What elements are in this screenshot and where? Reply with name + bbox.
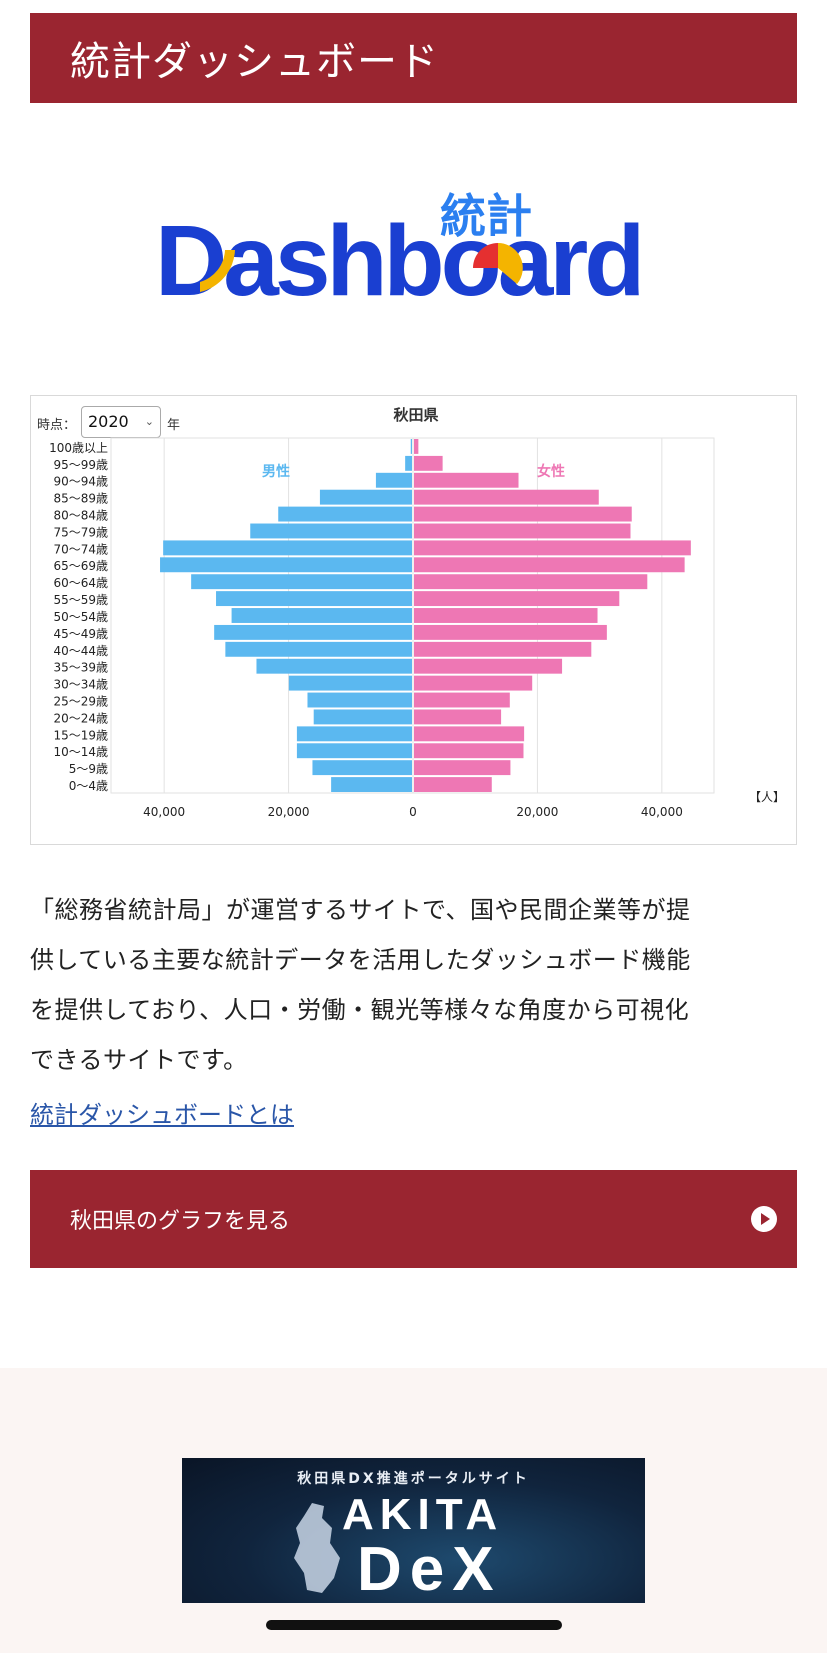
age-label: 90〜94歳 [53, 475, 108, 489]
description-line: 「総務省統計局」が運営するサイトで、国や民間企業等が提 [30, 896, 691, 924]
bar-female [414, 523, 631, 539]
chart-title: 秋田県 [393, 406, 438, 424]
banner-subtitle: 秋田県DX推進ポータルサイト [297, 1471, 530, 1487]
age-label: 25〜29歳 [53, 694, 108, 708]
age-label: 15〜19歳 [53, 728, 108, 742]
bar-male [160, 557, 412, 573]
bar-male [312, 760, 412, 776]
bar-female [414, 574, 648, 590]
bar-female [414, 472, 519, 488]
bar-male [278, 506, 412, 522]
age-label: 35〜39歳 [53, 661, 108, 675]
age-label: 30〜34歳 [53, 678, 108, 692]
population-chart: 時点： 2020 ⌄ 年 秋田県男性 女性 100歳以上 95〜99歳 90〜94歳 85… [30, 395, 797, 845]
bar-male [296, 743, 412, 759]
bar-female [414, 455, 443, 471]
bar-female [414, 439, 419, 454]
bar-male [250, 523, 412, 539]
bar-male [410, 439, 412, 454]
bar-female [414, 489, 599, 505]
x-tick-label: 20,000 [516, 805, 558, 819]
legend-female: 女性 [537, 463, 565, 480]
bar-female [414, 540, 691, 556]
unit-label: 【人】 [749, 790, 785, 804]
age-label: 0〜4歳 [69, 779, 108, 793]
age-label: 95〜99歳 [53, 458, 108, 472]
description: 「総務省統計局」が運営するサイトで、国や民間企業等が提 供している主要な統計デー… [30, 885, 797, 1085]
bar-male [214, 624, 412, 640]
view-graph-button[interactable]: 秋田県のグラフを見る [30, 1170, 797, 1268]
x-tick-label: 20,000 [268, 805, 310, 819]
home-indicator [266, 1620, 562, 1630]
bar-male [216, 591, 412, 607]
bar-male [313, 709, 412, 725]
bar-female [414, 760, 511, 776]
bar-female [414, 557, 685, 573]
age-label: 100歳以上 [49, 441, 108, 455]
description-line: できるサイトです。 [30, 1046, 248, 1074]
legend-male: 男性 [262, 463, 290, 480]
view-graph-label: 秋田県のグラフを見る [70, 1209, 291, 1234]
description-line: 供している主要な統計データを活用したダッシュボード機能 [30, 946, 691, 974]
year-unit: 年 [167, 418, 181, 433]
bar-male [191, 574, 412, 590]
logo-word: Dashboard [155, 205, 641, 317]
bar-female [414, 641, 592, 657]
age-label: 45〜49歳 [53, 627, 108, 641]
akita-map-icon [294, 1503, 340, 1593]
age-label: 80〜84歳 [53, 509, 108, 523]
bar-male [296, 726, 412, 742]
dashboard-logo: Dashboard 統計 [155, 189, 645, 317]
bar-female [414, 675, 533, 691]
x-tick-label: 40,000 [641, 805, 683, 819]
bar-male [231, 608, 412, 623]
banner-dx: DeX [357, 1535, 502, 1603]
bar-female [414, 624, 607, 640]
age-label: 70〜74歳 [53, 542, 108, 556]
bar-male [256, 658, 412, 674]
description-line: を提供しており、人口・労働・観光等様々な角度から可視化 [30, 996, 690, 1024]
bar-female [414, 726, 525, 742]
period-label: 時点： [37, 418, 77, 433]
page-title: 統計ダッシュボード [70, 39, 439, 85]
bar-female [414, 506, 632, 522]
bar-male [225, 641, 412, 657]
bar-female [414, 709, 502, 725]
about-dashboard-link[interactable]: 統計ダッシュボードとは [30, 1101, 294, 1129]
bar-female [414, 608, 598, 623]
x-tick-label: 40,000 [143, 805, 185, 819]
age-label: 40〜44歳 [53, 644, 108, 658]
age-label: 55〜59歳 [53, 593, 108, 607]
x-tick-label: 0 [409, 805, 417, 819]
page-header: 統計ダッシュボード [30, 13, 797, 103]
bar-male [319, 489, 412, 505]
play-circle-icon [751, 1206, 777, 1232]
age-label: 10〜14歳 [53, 745, 108, 759]
age-label: 5〜9歳 [69, 762, 108, 776]
bar-female [414, 658, 563, 674]
bar-male [163, 540, 412, 556]
age-label: 60〜64歳 [53, 576, 108, 590]
bar-male [307, 692, 412, 708]
bar-male [405, 455, 412, 471]
bar-female [414, 591, 620, 607]
age-label: 85〜89歳 [53, 492, 108, 506]
akita-dx-banner[interactable]: 秋田県DX推進ポータルサイト AKITA DeX [182, 1458, 645, 1603]
bar-male [288, 675, 412, 691]
bar-male [331, 777, 412, 792]
bar-male [375, 472, 412, 488]
age-label: 75〜79歳 [53, 525, 108, 539]
logo-kanji: 統計 [440, 189, 532, 243]
bar-female [414, 743, 524, 759]
year-select-value: 2020 [88, 412, 129, 431]
age-label: 50〜54歳 [53, 610, 108, 624]
banner-title: AKITA [342, 1490, 504, 1539]
age-label: 20〜24歳 [53, 711, 108, 725]
chevron-down-icon: ⌄ [144, 415, 154, 428]
bar-female [414, 777, 492, 792]
age-label: 65〜69歳 [53, 559, 108, 573]
bar-female [414, 692, 510, 708]
footer: 秋田県DX推進ポータルサイト AKITA DeX [0, 1368, 827, 1653]
